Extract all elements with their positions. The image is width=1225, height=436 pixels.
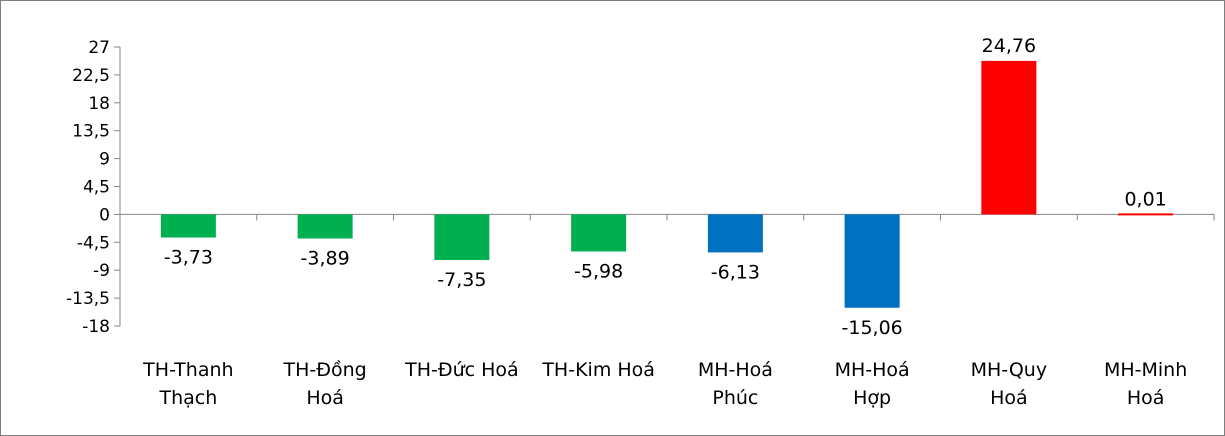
x-category-label: TH-Thanh Thạch [142,359,233,409]
y-tick-label: -9 [93,261,110,281]
y-tick-label: -18 [82,317,110,337]
x-category-label-line: Hợp [853,387,891,409]
data-label: 0,01 [1124,188,1166,210]
y-tick-label: 4,5 [83,178,110,198]
data-label: -5,98 [574,260,623,282]
x-category-label: TH-Đồng Hoá [283,359,367,409]
y-tick-label: -4,5 [77,233,110,253]
bar [1118,213,1174,216]
bar [844,214,900,308]
bar [707,214,763,253]
y-tick-label: 18 [88,94,110,114]
y-tick-label: 9 [99,150,110,170]
x-category-label-line: MH-Hoá [698,359,773,381]
x-category-label-line: MH-Hoá [835,359,910,381]
y-tick-label: 13,5 [72,122,110,142]
bar [981,60,1037,215]
x-category-label: TH-Kim Hoá [541,359,655,381]
x-category-label: MH-Hoá Hợp [835,359,910,409]
bar [434,214,490,260]
x-category-label-line: MH-Minh [1104,359,1187,381]
x-category-label-line: MH-Quy [971,359,1047,381]
y-tick-label: 0 [99,205,110,225]
x-category-label-line: Phúc [712,387,758,409]
data-label: 24,76 [982,35,1036,57]
x-category-label-line: TH-Thanh [142,359,233,381]
x-category-label: MH-Quy Hoá [971,359,1047,409]
x-category-label: MH-Minh Hoá [1104,359,1187,409]
x-category-label-line: Thạch [158,387,217,409]
x-category-label-line: Hoá [1127,387,1165,409]
x-category-label: TH-Đức Hoá [404,359,519,381]
data-label: -6,13 [711,261,760,283]
y-tick-label: 22,5 [72,66,110,86]
bar [160,214,216,238]
data-label: -3,89 [301,248,350,270]
data-label: -7,35 [437,269,486,291]
data-label: -15,06 [842,317,903,339]
bar [297,214,353,239]
data-label: -3,73 [164,247,213,269]
x-category-label-line: TH-Đức Hoá [404,359,519,381]
x-category-label: MH-Hoá Phúc [698,359,773,409]
x-category-label-line: TH-Đồng [283,359,367,381]
bar [571,214,627,252]
x-category-label-line: Hoá [990,387,1028,409]
y-tick-label: -13,5 [66,289,110,309]
x-category-label-line: Hoá [306,387,344,409]
x-category-label-line: TH-Kim Hoá [541,359,655,381]
y-tick-label: 27 [88,38,110,58]
